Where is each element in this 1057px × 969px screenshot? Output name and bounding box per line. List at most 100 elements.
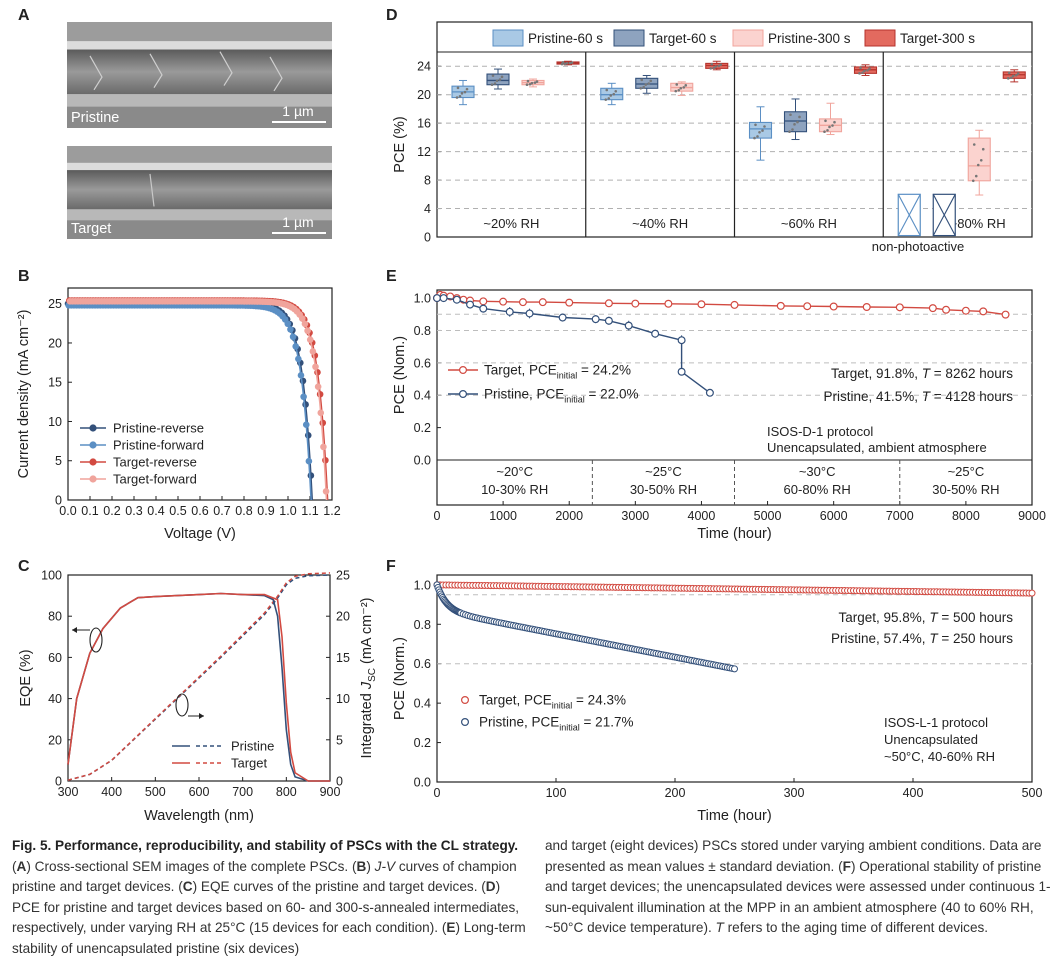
summary-italic: T (922, 389, 932, 404)
jv-data-point (322, 456, 329, 464)
label-part: (mA cm⁻²) (359, 598, 375, 668)
box-point (868, 67, 871, 70)
caption-right-text2: Operational stability of pristine and ta… (545, 858, 1051, 936)
summary-line: Pristine, 41.5%, T = 4128 hours (824, 389, 1014, 404)
box-point (528, 82, 532, 86)
box-pristine-60-s (897, 193, 921, 237)
legend-text: Pristine, PCE (484, 387, 564, 402)
x-tick-label: 900 (320, 785, 341, 799)
legend-subscript: initial (557, 371, 578, 381)
y-tick-label: 0.6 (414, 657, 431, 671)
caption-part-letter: E (446, 920, 456, 936)
summary-line: Target, 91.8%, T = 8262 hours (831, 366, 1013, 381)
caption-right-letter-f: F (842, 858, 851, 874)
caption-left-parts: (A) Cross-sectional SEM images of the co… (12, 859, 526, 956)
data-point (829, 302, 838, 311)
sem-image-target: Target 1 µm (67, 146, 332, 239)
box-point (644, 83, 648, 86)
box-point (460, 92, 464, 95)
box-target-300-s (853, 64, 878, 76)
box-pristine-60-s (451, 79, 475, 106)
legend-swatch (732, 29, 764, 47)
group-label: ~20% RH (483, 216, 539, 231)
panel-e-long-term-stability: E 0 1000 2000 3000 4000 5000 6000 7000 8000 9000 0.… (386, 268, 1046, 542)
jv-data-point (320, 443, 327, 451)
y-tick-label: 10 (48, 415, 62, 429)
box-point (758, 131, 761, 134)
legend-value: = 24.3% (572, 693, 626, 708)
y-tick-label: 0 (424, 231, 431, 245)
legend-label: Pristine-300 s (768, 31, 851, 46)
box-point (1011, 74, 1015, 78)
panel-label: F (386, 558, 396, 575)
box-point (682, 86, 686, 89)
y-tick-label: 80 (48, 610, 62, 624)
data-point (979, 307, 988, 316)
y-tick-label: 1.0 (414, 578, 431, 592)
box-target-60-s (783, 98, 808, 141)
legend-marker (89, 475, 97, 483)
box-point (535, 80, 539, 83)
legend-subscript: initial (564, 395, 585, 405)
data-point (624, 321, 633, 330)
caption-right-column: and target (eight devices) PSCs stored u… (545, 838, 1051, 936)
summary-rest: = 4128 hours (930, 389, 1013, 404)
box-point (714, 65, 718, 68)
pristine-series (433, 294, 714, 397)
panel-label: C (18, 558, 30, 575)
box-pristine-60-s (600, 82, 624, 106)
y-tick-label: 16 (417, 117, 431, 131)
protocol-text: ISOS-D-1 protocol (767, 424, 873, 439)
y-tick-label: 25 (48, 297, 62, 311)
jv-data-point (304, 327, 311, 335)
sem-grain-boundary (269, 56, 283, 92)
box-point (971, 179, 975, 183)
data-point (604, 316, 613, 325)
box-point (677, 88, 681, 92)
data-point (1001, 310, 1010, 319)
x-axis-label: Wavelength (nm) (144, 808, 254, 824)
data-point (677, 367, 686, 376)
box-pristine-300-s (521, 78, 545, 88)
box-point (568, 61, 572, 65)
box-point (979, 158, 983, 162)
jv-data-point (319, 419, 327, 427)
box-point (709, 67, 713, 70)
x-tick-label: 0.9 (257, 504, 274, 518)
y-tick-label: 5 (336, 733, 343, 747)
y-tick-label: 0 (55, 775, 62, 789)
x-tick-label: 1.2 (323, 504, 340, 518)
legend-marker (461, 717, 470, 726)
y-tick-label: 4 (424, 202, 431, 216)
x-tick-label: 400 (903, 786, 924, 800)
data-point (664, 299, 673, 308)
axis-indicator-circle (89, 627, 103, 653)
legend-marker (89, 424, 97, 432)
y-tick-label: 0 (336, 775, 343, 789)
panel-label: A (18, 7, 30, 24)
caption-part: (D) PCE for pristine and target devices … (12, 879, 520, 936)
jv-data-point (312, 363, 319, 371)
box-point (826, 128, 829, 132)
legend-subscript: initial (559, 723, 580, 733)
sem-top-electrode (67, 146, 332, 163)
protocol-text: Unencapsulated (884, 732, 978, 747)
legend-marker (89, 458, 97, 466)
y-tick-label: 8 (424, 174, 431, 188)
legend-label: Target-300 s (900, 31, 975, 46)
box-point (495, 79, 499, 83)
box-iqr (748, 121, 773, 139)
summary-text: Target, 95.8%, (839, 610, 930, 625)
figure-canvas: A Pristine 1 µm Target 1 µm B 0.0 0.1 0.2 0.3 0.4… (16, 7, 1046, 824)
box-point (604, 98, 608, 101)
caption-part-letter: C (182, 879, 193, 895)
box-point (561, 60, 565, 64)
y-tick-label: 100 (41, 569, 62, 583)
sem-grain-boundary (149, 173, 155, 207)
caption-right-text1: and target (eight devices) PSCs stored u… (545, 838, 1042, 874)
box-point (823, 130, 826, 133)
box-point (1006, 77, 1010, 80)
box-point (465, 87, 469, 91)
summary-text: Target, 91.8%, (831, 366, 922, 381)
